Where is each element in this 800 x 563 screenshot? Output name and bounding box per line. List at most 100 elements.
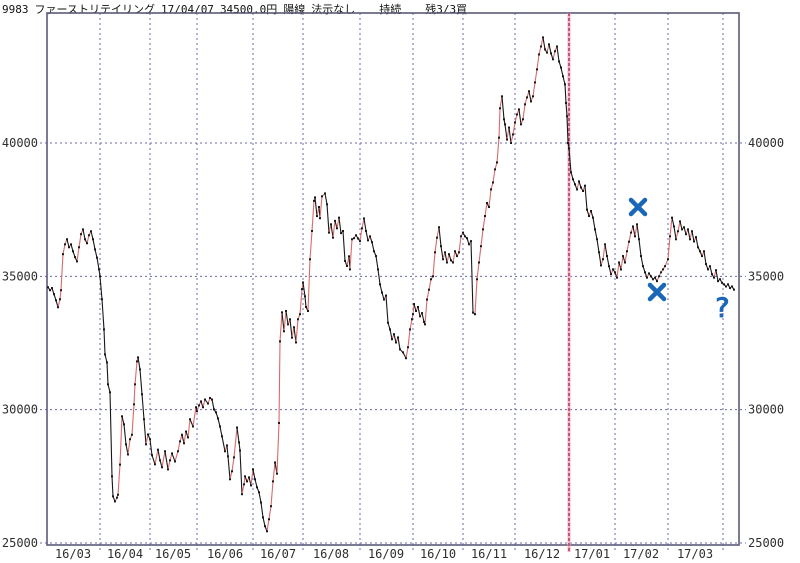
price-point <box>389 328 391 331</box>
price-point <box>330 223 332 226</box>
price-point <box>121 415 123 418</box>
price-point <box>518 108 520 111</box>
price-point <box>207 402 209 405</box>
price-point <box>733 288 735 291</box>
price-point <box>141 393 143 396</box>
price-segment <box>211 399 215 410</box>
price-point <box>373 250 375 253</box>
price-point <box>567 142 569 144</box>
price-point <box>318 206 320 208</box>
price-point <box>546 51 548 54</box>
price-point <box>64 243 66 246</box>
price-segment <box>634 224 638 237</box>
price-point <box>192 425 194 428</box>
price-point <box>167 468 169 471</box>
price-segment <box>133 384 136 405</box>
price-point <box>131 433 133 436</box>
price-segment <box>536 54 540 70</box>
price-segment <box>137 357 141 370</box>
price-point <box>301 288 303 291</box>
price-point <box>550 52 552 55</box>
price-segment <box>349 239 353 270</box>
price-point <box>326 203 328 206</box>
price-point <box>185 430 187 433</box>
price-point <box>490 188 492 191</box>
price-point <box>630 231 632 234</box>
x-axis-label: 16/08 <box>313 547 349 561</box>
price-point <box>580 186 582 189</box>
price-point <box>309 258 311 261</box>
price-point <box>448 253 450 256</box>
price-point <box>195 406 197 409</box>
price-segment <box>673 226 677 240</box>
price-point <box>582 190 584 192</box>
price-point <box>189 418 191 421</box>
price-segment <box>715 270 719 282</box>
price-point <box>707 268 709 271</box>
price-segment <box>361 218 365 229</box>
price-segment <box>498 108 501 138</box>
price-point <box>211 398 213 401</box>
price-point <box>729 287 731 290</box>
price-point <box>679 220 681 223</box>
price-segment <box>278 341 281 424</box>
price-point <box>614 271 616 274</box>
price-point <box>562 75 564 78</box>
price-point <box>482 228 484 231</box>
price-point <box>224 450 226 453</box>
price-segment <box>448 254 452 261</box>
price-segment <box>504 124 508 140</box>
x-axis-label: 16/06 <box>207 547 243 561</box>
price-segment <box>417 306 421 317</box>
price-point <box>233 456 235 459</box>
price-segment <box>522 104 526 120</box>
price-segment <box>109 392 113 477</box>
price-point <box>226 444 228 447</box>
price-point <box>307 310 309 312</box>
price-point <box>338 216 340 219</box>
price-segment <box>501 96 505 120</box>
price-segment <box>492 169 496 183</box>
price-point <box>53 293 55 296</box>
price-point <box>114 500 116 503</box>
price-point <box>498 136 500 139</box>
plot-border <box>46 12 740 546</box>
price-point <box>600 264 602 267</box>
price-point <box>311 230 313 232</box>
price-point <box>426 298 428 301</box>
price-point <box>375 255 377 258</box>
price-point <box>516 113 518 116</box>
price-segment <box>330 224 334 238</box>
price-point <box>109 391 111 394</box>
price-segment <box>570 172 574 180</box>
price-segment <box>332 220 336 238</box>
price-point <box>486 202 488 204</box>
price-segment <box>123 424 127 445</box>
price-point <box>266 530 268 533</box>
price-segment <box>324 193 328 205</box>
price-segment <box>540 37 544 47</box>
price-segment <box>484 202 488 217</box>
price-point <box>526 96 528 99</box>
price-point <box>713 276 715 279</box>
price-point <box>646 276 648 279</box>
price-point <box>636 223 638 226</box>
price-point <box>86 242 88 245</box>
price-segment <box>151 455 156 465</box>
price-segment <box>260 502 264 518</box>
price-point <box>693 240 695 243</box>
price-point <box>402 351 404 354</box>
price-point <box>151 454 153 457</box>
price-segment <box>556 46 560 62</box>
price-point <box>492 181 494 184</box>
price-point <box>117 493 119 496</box>
price-point <box>424 323 426 326</box>
price-point <box>363 217 365 220</box>
price-segment <box>482 215 486 230</box>
price-point <box>319 217 321 220</box>
price-point <box>104 353 106 356</box>
x-axis-label: 16/03 <box>55 547 91 561</box>
price-point <box>334 219 336 222</box>
price-segment <box>689 231 693 240</box>
price-point <box>346 264 348 267</box>
